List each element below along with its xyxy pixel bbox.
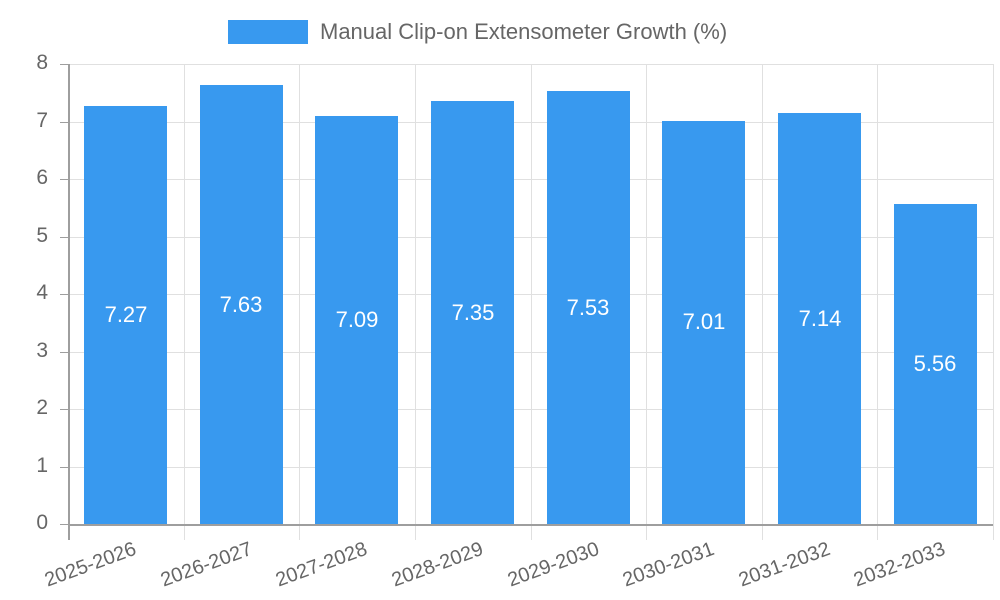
x-tick-label: 2031-2032 bbox=[735, 538, 834, 592]
gridline-horizontal bbox=[68, 64, 993, 65]
bar[interactable] bbox=[662, 121, 745, 524]
gridline-horizontal bbox=[68, 122, 993, 123]
bar[interactable] bbox=[547, 91, 630, 524]
y-tick-label: 0 bbox=[36, 511, 48, 534]
y-tick-label: 8 bbox=[36, 51, 48, 74]
y-tick-mark bbox=[60, 409, 68, 410]
y-tick-mark bbox=[60, 524, 68, 525]
bar-value-label: 7.14 bbox=[798, 306, 842, 331]
gridline-horizontal bbox=[68, 294, 993, 295]
gridline-vertical bbox=[993, 64, 994, 540]
gridline-vertical bbox=[646, 64, 647, 540]
y-axis bbox=[68, 64, 70, 540]
y-tick-mark bbox=[60, 64, 68, 65]
gridline-vertical bbox=[299, 64, 300, 540]
gridline-vertical bbox=[877, 64, 878, 540]
y-tick-label: 5 bbox=[36, 224, 48, 247]
bar[interactable] bbox=[315, 116, 398, 524]
bar-value-label: 7.63 bbox=[219, 292, 263, 317]
y-tick-mark bbox=[60, 352, 68, 353]
gridline-vertical bbox=[762, 64, 763, 540]
x-tick-label: 2027-2028 bbox=[272, 538, 371, 592]
bar-value-label: 7.27 bbox=[104, 302, 148, 327]
gridline-vertical bbox=[415, 64, 416, 540]
y-tick-label: 7 bbox=[36, 109, 48, 132]
legend[interactable]: Manual Clip-on Extensometer Growth (%) bbox=[228, 18, 727, 46]
bar[interactable] bbox=[84, 106, 167, 524]
gridline-horizontal bbox=[68, 352, 993, 353]
y-tick-label: 2 bbox=[36, 396, 48, 419]
x-tick-label: 2025-2026 bbox=[41, 538, 140, 592]
x-axis bbox=[68, 524, 993, 526]
y-tick-mark bbox=[60, 179, 68, 180]
x-tick-label: 2032-2033 bbox=[850, 538, 949, 592]
bar-value-label: 5.56 bbox=[913, 351, 957, 376]
gridline-vertical bbox=[184, 64, 185, 540]
y-tick-mark bbox=[60, 237, 68, 238]
x-tick-label: 2026-2027 bbox=[157, 538, 256, 592]
y-tick-label: 6 bbox=[36, 166, 48, 189]
gridline-horizontal bbox=[68, 179, 993, 180]
y-tick-label: 1 bbox=[36, 454, 48, 477]
bar[interactable] bbox=[431, 101, 514, 524]
bar[interactable] bbox=[894, 204, 977, 524]
bar-value-label: 7.53 bbox=[566, 295, 610, 320]
x-tick-label: 2028-2029 bbox=[388, 538, 487, 592]
x-tick-label: 2030-2031 bbox=[619, 538, 718, 592]
y-tick-mark bbox=[60, 122, 68, 123]
legend-swatch bbox=[228, 20, 308, 44]
bar-value-label: 7.35 bbox=[451, 300, 495, 325]
bar-value-label: 7.09 bbox=[335, 307, 379, 332]
y-tick-mark bbox=[60, 467, 68, 468]
bar[interactable] bbox=[200, 85, 283, 524]
bar[interactable] bbox=[778, 113, 861, 524]
gridline-horizontal bbox=[68, 237, 993, 238]
gridline-horizontal bbox=[68, 409, 993, 410]
gridline-horizontal bbox=[68, 467, 993, 468]
bar-value-label: 7.01 bbox=[682, 309, 726, 334]
y-tick-mark bbox=[60, 294, 68, 295]
y-tick-label: 3 bbox=[36, 339, 48, 362]
gridline-vertical bbox=[531, 64, 532, 540]
legend-label: Manual Clip-on Extensometer Growth (%) bbox=[320, 19, 728, 44]
x-tick-label: 2029-2030 bbox=[504, 538, 603, 592]
y-tick-label: 4 bbox=[36, 281, 48, 304]
